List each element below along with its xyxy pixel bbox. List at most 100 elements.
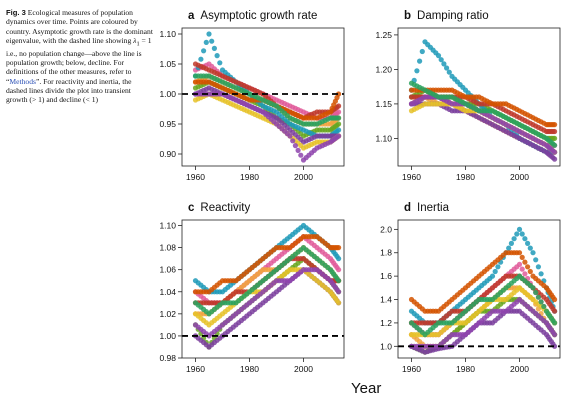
data-point	[489, 273, 496, 279]
methods-link[interactable]: Methods	[9, 76, 36, 86]
panel-title-d: d Inertia	[404, 202, 450, 214]
data-point	[506, 245, 512, 251]
data-point	[527, 245, 533, 251]
data-point	[533, 257, 539, 263]
data-point	[206, 31, 212, 37]
y-tick-label: 1.2	[380, 318, 392, 328]
x-tick-label: 1980	[240, 364, 259, 374]
x-tick-label: 1960	[402, 172, 421, 182]
data-point	[519, 266, 525, 272]
data-points-d	[408, 226, 558, 355]
data-point	[516, 261, 523, 267]
y-tick-label: 1.00	[159, 331, 176, 341]
panel-title-a: a Asymptotic growth rate	[188, 10, 317, 22]
y-tick-label: 1.15	[375, 99, 392, 109]
data-point	[441, 61, 447, 67]
data-point	[292, 143, 298, 149]
x-tick-label: 2000	[510, 364, 529, 374]
data-point	[552, 149, 558, 155]
data-point	[414, 68, 420, 74]
data-point	[552, 142, 558, 148]
data-point	[552, 122, 558, 128]
y-tick-label: 1.02	[159, 309, 176, 319]
y-tick-label: 1.4	[380, 295, 392, 305]
data-point	[336, 256, 342, 262]
data-point	[336, 127, 342, 133]
panel-title-b: b Damping ratio	[404, 10, 489, 22]
x-tick-label: 1960	[186, 172, 205, 182]
panel-title-c: c Reactivity	[188, 202, 251, 214]
data-point	[552, 156, 558, 162]
x-tick-label: 1980	[456, 364, 475, 374]
data-point	[535, 264, 542, 270]
data-point	[417, 58, 423, 64]
data-point	[508, 240, 514, 246]
data-point	[530, 250, 536, 256]
data-point	[516, 226, 523, 232]
data-point	[336, 289, 342, 295]
data-point	[336, 121, 342, 127]
panel-letter: b	[404, 10, 411, 22]
y-tick-label: 1.05	[159, 59, 176, 69]
plot-frame	[397, 219, 561, 359]
data-point	[522, 259, 528, 265]
y-tick-label: 1.04	[159, 287, 176, 297]
data-point	[444, 65, 450, 71]
panel-d: d Inertia 1.0 1.2 1.4 1.6 1.8 2.0 1960 1980 2000	[380, 202, 561, 374]
data-point	[519, 254, 525, 260]
data-point	[538, 299, 544, 305]
data-point	[538, 271, 544, 277]
x-tick-label: 2000	[510, 172, 529, 182]
data-points-c	[192, 222, 342, 350]
plot-frame	[181, 27, 345, 167]
data-point	[527, 268, 533, 275]
data-point	[336, 115, 342, 121]
y-tick-label: 1.0	[380, 341, 392, 351]
data-point	[492, 268, 498, 275]
data-point	[298, 152, 304, 158]
data-point	[446, 69, 452, 75]
data-point	[336, 267, 342, 273]
panel-letter: d	[404, 202, 411, 214]
data-point	[336, 245, 342, 251]
data-point	[217, 60, 223, 66]
figure-caption: Fig. 3 Ecological measures of population…	[6, 8, 154, 104]
data-point	[214, 53, 220, 59]
data-point	[522, 271, 528, 277]
y-tick-label: 0.95	[159, 119, 176, 129]
y-tick-label: 1.8	[380, 248, 392, 258]
panel-title-text: Inertia	[417, 202, 450, 214]
x-tick-label: 1980	[240, 172, 259, 182]
data-point	[201, 48, 207, 54]
y-tick-label: 2.0	[380, 224, 392, 234]
data-point	[438, 57, 444, 63]
data-point	[295, 147, 301, 153]
y-tick-label: 1.6	[380, 271, 392, 281]
y-tick-label: 1.06	[159, 265, 176, 275]
x-tick-label: 2000	[294, 172, 313, 182]
y-tick-label: 1.25	[375, 30, 392, 40]
data-point	[435, 53, 442, 59]
lambda-subscript: 1	[136, 40, 140, 48]
panel-c: c Reactivity 0.98 1.00 1.02 1.04 1.06 1.08 1.10 1…	[159, 202, 345, 374]
figure-number: Fig. 3	[6, 8, 26, 17]
x-tick-label: 1960	[402, 364, 421, 374]
data-point	[514, 231, 520, 237]
data-point	[495, 264, 501, 270]
panel-a: a Asymptotic growth rate 0.90 0.95 1.00 1.05 1…	[159, 10, 345, 182]
data-point	[209, 38, 215, 44]
data-point	[336, 103, 342, 109]
data-point	[552, 332, 558, 338]
data-point	[552, 343, 558, 349]
y-tick-label: 1.20	[375, 64, 392, 74]
panel-letter: a	[188, 10, 195, 22]
y-tick-label: 1.00	[159, 89, 176, 99]
x-tick-label: 2000	[294, 364, 313, 374]
data-point	[541, 303, 547, 310]
data-point	[336, 91, 342, 97]
figure-x-axis-label: Year	[351, 380, 382, 397]
data-point	[287, 133, 293, 139]
panel-letter: c	[188, 202, 195, 214]
panel-title-text: Reactivity	[200, 202, 250, 214]
data-point	[419, 48, 425, 55]
